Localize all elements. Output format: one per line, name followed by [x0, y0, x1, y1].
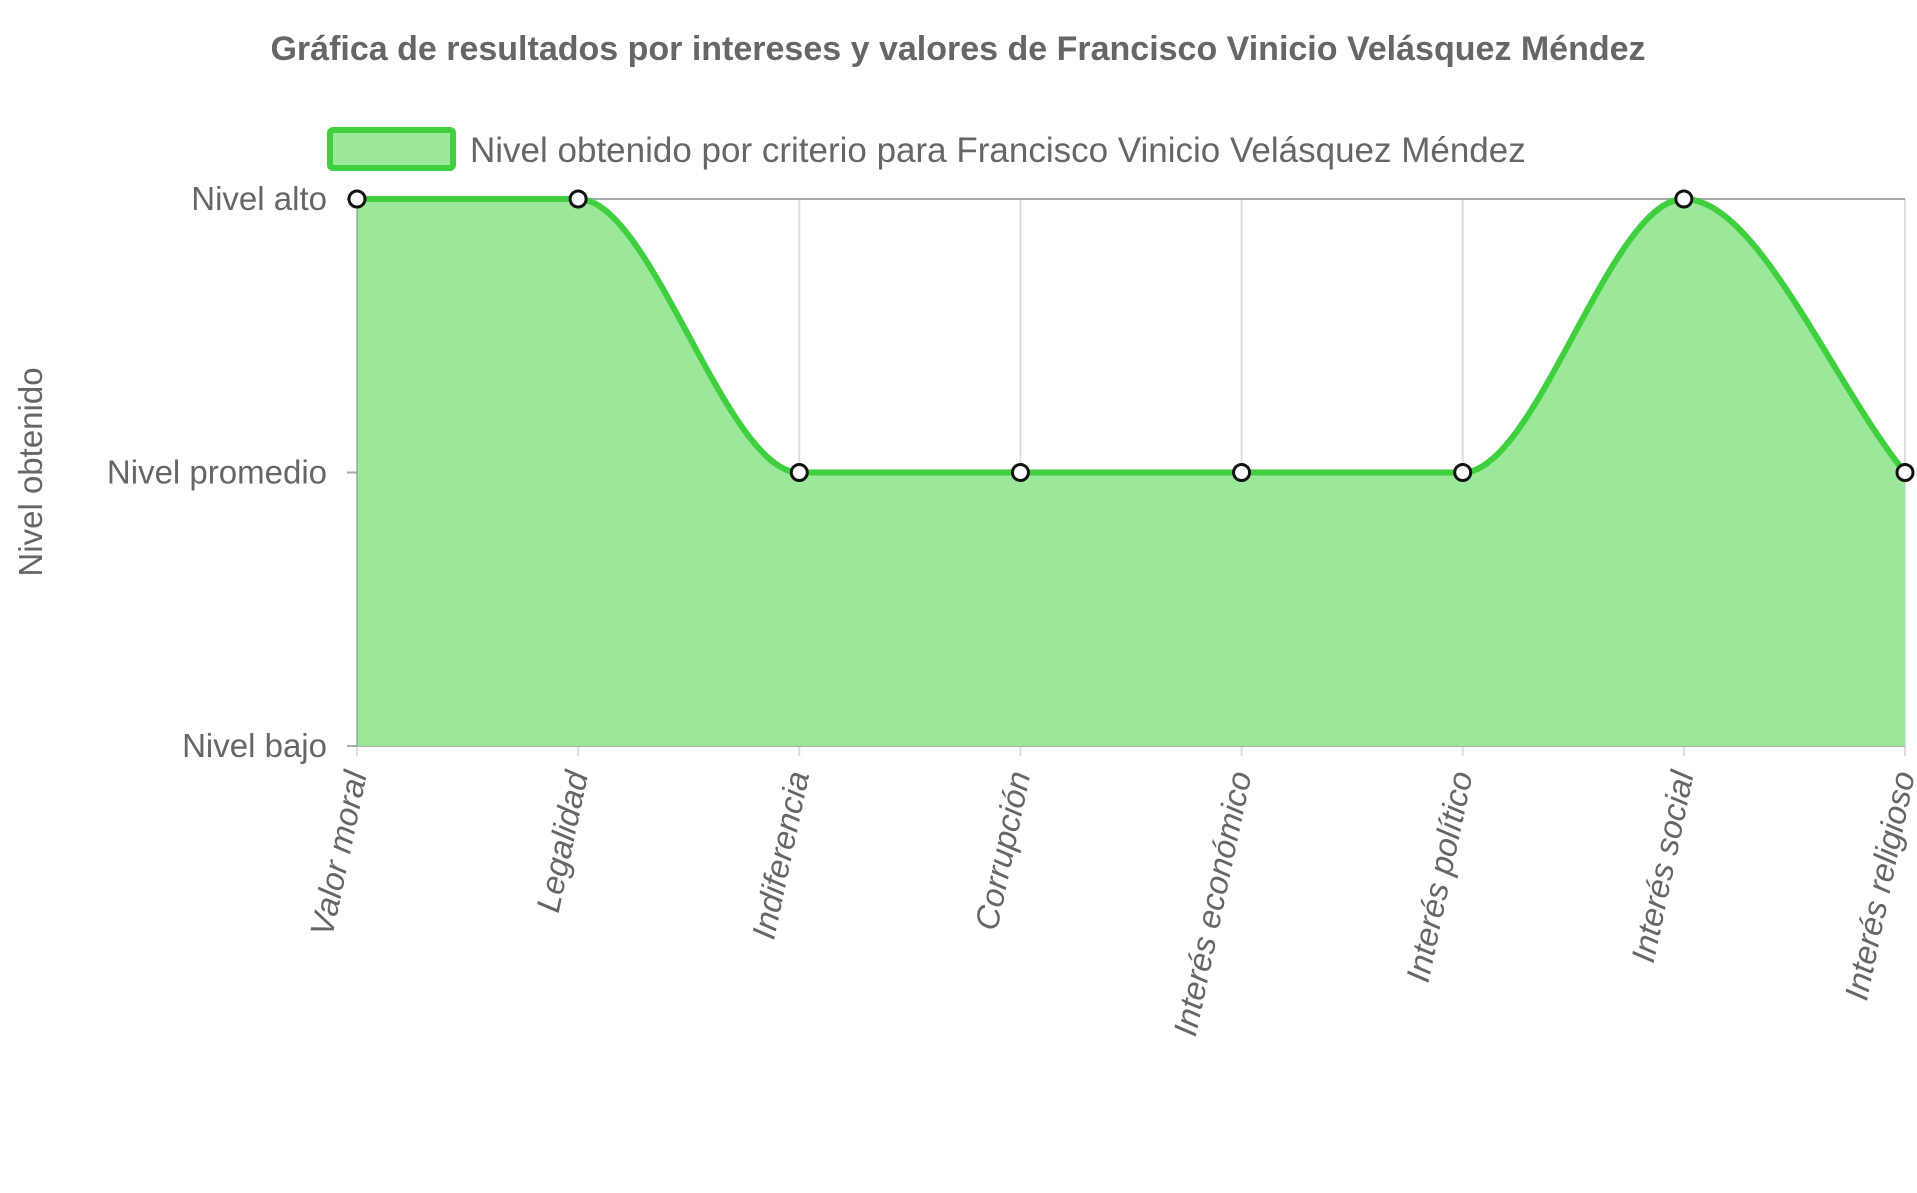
- y-axis: Nivel bajo Nivel promedio Nivel alto: [107, 180, 327, 764]
- chart-title: Gráfica de resultados por intereses y va…: [270, 30, 1645, 68]
- y-axis-label: Nivel obtenido: [12, 367, 49, 576]
- y-tick-label: Nivel alto: [191, 180, 327, 217]
- y-tick-label: Nivel promedio: [107, 454, 327, 491]
- legend-label: Nivel obtenido por criterio para Francis…: [470, 131, 1526, 170]
- data-point: [1010, 463, 1030, 482]
- data-points: [347, 189, 1915, 482]
- data-point: [347, 189, 367, 209]
- data-point: [1895, 463, 1915, 482]
- area-series: [356, 195, 1908, 746]
- data-point: [1674, 189, 1694, 209]
- data-point: [1453, 463, 1473, 482]
- x-tick-label: Valor moral: [303, 766, 374, 939]
- x-tick-label: Legalidad: [529, 766, 595, 915]
- x-tick-label: Interés económico: [1166, 768, 1258, 1039]
- x-tick-label: Interés social: [1624, 766, 1701, 965]
- x-tick-label: Corrupción: [968, 768, 1038, 934]
- x-tick-label: Interés religioso: [1837, 768, 1917, 1004]
- legend[interactable]: Nivel obtenido por criterio para Francis…: [327, 127, 1526, 171]
- data-point: [1232, 463, 1252, 482]
- y-tick-label: Nivel bajo: [182, 727, 327, 764]
- data-point: [568, 189, 588, 209]
- x-tick-label: Interés político: [1399, 768, 1480, 986]
- x-tick-label: Indiferencia: [744, 768, 816, 943]
- legend-swatch: [327, 127, 456, 171]
- x-axis: Valor moral Legalidad Indiferencia Corrupci…: [303, 766, 1917, 1039]
- data-point: [789, 463, 809, 482]
